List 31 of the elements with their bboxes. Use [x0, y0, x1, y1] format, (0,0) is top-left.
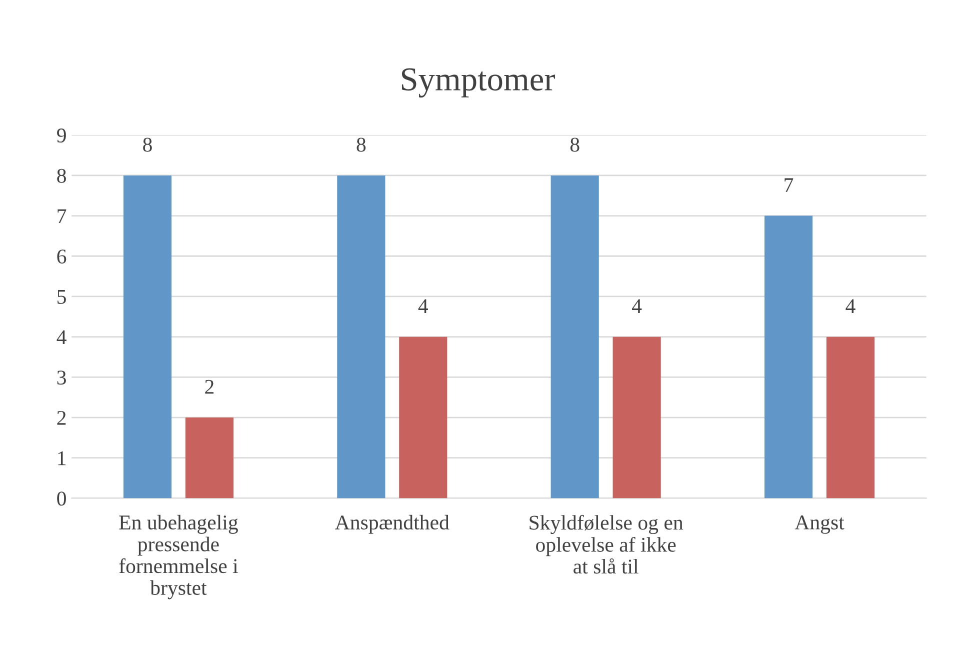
bar [123, 175, 172, 498]
y-tick-label: 0 [57, 492, 66, 506]
data-label: 4 [632, 299, 642, 313]
bar [185, 418, 234, 498]
data-label: 2 [205, 380, 214, 394]
x-tick-label: Angst [794, 516, 844, 534]
data-label: 8 [570, 138, 580, 152]
bar [399, 336, 448, 498]
y-tick-label: 8 [57, 168, 66, 183]
y-tick-label: 2 [57, 410, 66, 425]
bar [612, 336, 661, 498]
y-tick-label: 7 [58, 209, 66, 224]
x-tick-label: Anspændthed [335, 514, 450, 534]
y-tick-label: 9 [57, 128, 66, 143]
y-tick-label: 6 [57, 250, 66, 264]
bar [337, 175, 386, 498]
x-tick-label: En ubehagelig pressende fornemmelse i brystet [119, 514, 238, 600]
bar [550, 175, 599, 498]
y-tick-label: 1 [58, 451, 66, 466]
data-label: 8 [356, 138, 366, 152]
y-tick-label: 3 [57, 370, 66, 385]
y-tick-label: 4 [56, 330, 66, 344]
bar [826, 336, 875, 498]
data-label: 7 [784, 178, 794, 192]
data-label: 4 [846, 299, 856, 313]
x-tick-label: Skyldfølelse og en oplevelse af ikke at slå til [530, 514, 684, 574]
data-label: 8 [143, 138, 152, 152]
bar [764, 216, 813, 498]
chart-title: Symptomer [402, 68, 555, 98]
y-tick-label: 5 [58, 290, 66, 304]
data-label: 4 [418, 299, 428, 313]
